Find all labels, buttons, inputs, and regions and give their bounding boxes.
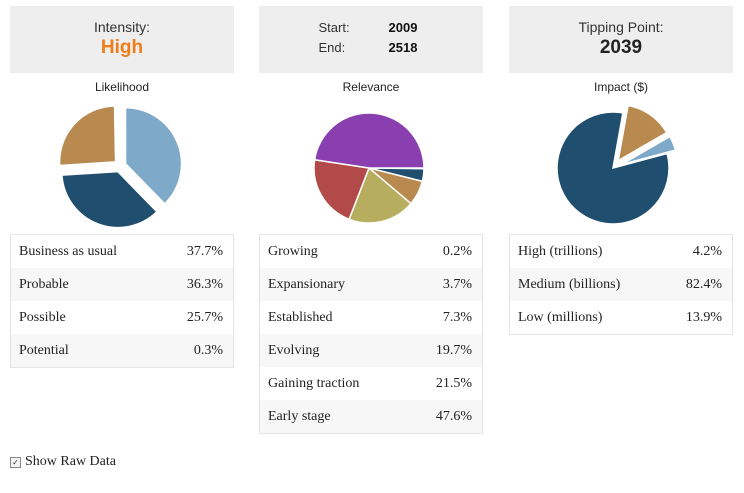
- row-label: Early stage: [268, 408, 331, 424]
- pie-slice-medium-billions: [556, 111, 670, 225]
- row-label: Expansionary: [268, 276, 345, 292]
- pie-slice-potential: [118, 109, 121, 167]
- table-row: Potential 0.3%: [11, 334, 233, 367]
- row-value: 21.5%: [435, 375, 472, 391]
- start-row: Start: 2009: [259, 18, 483, 38]
- start-label: Start:: [318, 20, 350, 35]
- table-row: Established 7.3%: [260, 301, 482, 334]
- row-value: 4.2%: [692, 243, 722, 259]
- table-row: Possible 25.7%: [11, 301, 233, 334]
- end-label: End:: [318, 40, 346, 55]
- row-label: Possible: [19, 309, 66, 325]
- timeline-panel: Start: 2009 End: 2518: [259, 6, 483, 73]
- row-value: 13.9%: [685, 309, 722, 325]
- relevance-title: Relevance: [342, 80, 400, 94]
- show-raw-data-toggle[interactable]: ✓ Show Raw Data: [10, 454, 116, 470]
- pie-slice-probable: [61, 170, 159, 229]
- pie-slice-early-stage: [313, 112, 425, 169]
- row-value: 7.3%: [442, 309, 472, 325]
- likelihood-column: Intensity: High Likelihood: [10, 6, 234, 236]
- row-label: Evolving: [268, 342, 320, 358]
- row-label: Potential: [19, 342, 69, 358]
- end-row: End: 2518: [259, 38, 483, 58]
- table-row: Probable 36.3%: [11, 268, 233, 301]
- likelihood-table: Business as usual 37.7% Probable 36.3% Pos…: [10, 234, 234, 368]
- row-value: 3.7%: [442, 276, 472, 292]
- table-row: High (trillions) 4.2%: [510, 235, 732, 268]
- table-row: Gaining traction 21.5%: [260, 367, 482, 400]
- row-value: 37.7%: [186, 243, 223, 259]
- tipping-point-panel: Tipping Point: 2039: [509, 6, 733, 73]
- row-label: Low (millions): [518, 309, 603, 325]
- pie-slice-evolving: [348, 166, 412, 224]
- row-label: Business as usual: [19, 243, 117, 259]
- checkbox[interactable]: ✓: [10, 456, 21, 468]
- relevance-pie-chart: [313, 112, 425, 224]
- relevance-column: Start: 2009 End: 2518 Relevance: [259, 6, 483, 236]
- impact-column: Tipping Point: 2039 Impact ($): [509, 6, 733, 236]
- row-label: High (trillions): [518, 243, 603, 259]
- end-value: 2518: [388, 40, 418, 55]
- intensity-panel: Intensity: High: [10, 6, 234, 73]
- row-value: 47.6%: [435, 408, 472, 424]
- impact-title: Impact ($): [593, 80, 648, 94]
- pie-slice-business-as-usual: [124, 106, 183, 205]
- likelihood-title: Likelihood: [94, 80, 150, 94]
- table-row: Business as usual 37.7%: [11, 235, 233, 268]
- start-value: 2009: [388, 20, 418, 35]
- table-row: Early stage 47.6%: [260, 400, 482, 433]
- row-value: 82.4%: [685, 276, 722, 292]
- row-label: Established: [268, 309, 333, 325]
- row-value: 0.3%: [193, 342, 223, 358]
- intensity-value: High: [100, 37, 144, 58]
- show-raw-data-label: Show Raw Data: [25, 454, 116, 469]
- row-value: 36.3%: [186, 276, 223, 292]
- tipping-point-value: 2039: [599, 37, 643, 58]
- pie-slice-gaining-traction: [313, 158, 371, 221]
- relevance-table: Growing 0.2% Expansionary 3.7% Established…: [259, 234, 483, 434]
- row-value: 25.7%: [186, 309, 223, 325]
- table-row: Medium (billions) 82.4%: [510, 268, 732, 301]
- pie-slice-possible: [58, 105, 117, 167]
- intensity-label: Intensity:: [93, 19, 151, 35]
- likelihood-pie-chart: [58, 105, 183, 229]
- row-label: Probable: [19, 276, 69, 292]
- row-value: 0.2%: [442, 243, 472, 259]
- impact-pie-chart: [556, 104, 677, 225]
- table-row: Evolving 19.7%: [260, 334, 482, 367]
- row-label: Growing: [268, 243, 318, 259]
- row-label: Medium (billions): [518, 276, 621, 292]
- table-row: Growing 0.2%: [260, 235, 482, 268]
- row-value: 19.7%: [435, 342, 472, 358]
- table-row: Low (millions) 13.9%: [510, 301, 732, 334]
- pie-slice-low-millions: [617, 104, 668, 163]
- row-label: Gaining traction: [268, 375, 360, 391]
- pie-slice-high-trillions: [620, 135, 677, 166]
- table-row: Expansionary 3.7%: [260, 268, 482, 301]
- impact-table: High (trillions) 4.2% Medium (billions) 82…: [509, 234, 733, 335]
- tipping-point-label: Tipping Point:: [578, 19, 664, 35]
